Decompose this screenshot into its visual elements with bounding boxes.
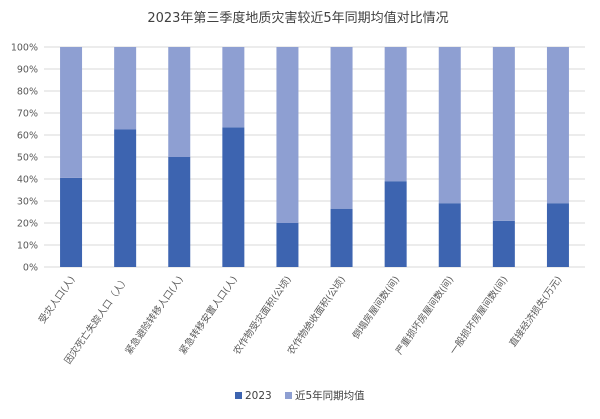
bar-series-2023	[492, 220, 515, 267]
bar-series-5yr-avg	[492, 47, 515, 221]
bar-series-5yr-avg	[114, 47, 137, 130]
bar-series-5yr-avg	[384, 47, 407, 182]
x-axis-category-labels: 受灾人口(人)因灾死亡失踪人口（人）紧急避险转移人口(人)紧急转移安置人口(人)…	[36, 274, 564, 366]
bar-series-2023	[330, 208, 353, 267]
bar-series-2023	[438, 203, 461, 267]
bar-series-5yr-avg	[438, 47, 461, 204]
y-tick-label: 40%	[17, 175, 38, 186]
x-category-label: 紧急避险转移人口(人)	[123, 274, 186, 357]
bar-series-2023	[168, 157, 191, 267]
y-tick-label: 50%	[17, 153, 38, 164]
bar-series-2023	[276, 223, 299, 267]
legend-swatch	[235, 392, 242, 399]
bar-series-5yr-avg	[168, 47, 191, 157]
y-tick-label: 30%	[17, 197, 38, 208]
legend-label: 近5年同期均值	[295, 389, 365, 402]
bar-series-5yr-avg	[222, 47, 245, 128]
bar-series-2023	[222, 127, 245, 267]
x-category-label: 倒塌房屋间数(间)	[350, 274, 402, 341]
bar-series-2023	[114, 129, 137, 267]
x-category-label: 受灾人口(人)	[36, 274, 77, 326]
chart-title: 2023年第三季度地质灾害较近5年同期均值对比情况	[147, 10, 448, 26]
x-category-label: 农作物绝收面积(公顷)	[285, 274, 348, 357]
y-tick-label: 10%	[17, 241, 38, 252]
legend-label: 2023	[245, 390, 272, 402]
y-tick-label: 70%	[17, 109, 38, 120]
bar-series-2023	[546, 203, 569, 267]
bars	[60, 47, 569, 267]
y-tick-label: 90%	[17, 65, 38, 76]
y-axis-tick-labels: 0% 10% 20% 30% 40% 50% 60% 70% 80% 90% 100%	[11, 43, 38, 274]
bar-series-2023	[384, 181, 407, 267]
legend-swatch	[285, 392, 292, 399]
y-tick-label: 80%	[17, 87, 38, 98]
x-category-label: 农作物受灾面积(公顷)	[231, 274, 294, 357]
bar-series-2023	[60, 177, 83, 267]
y-tick-label: 60%	[17, 131, 38, 142]
x-category-label: 紧急转移安置人口(人)	[177, 274, 240, 357]
y-tick-label: 20%	[17, 219, 38, 230]
x-category-label: 一般损坏房屋间数(间)	[447, 274, 510, 357]
x-category-label: 严重损坏房屋间数(间)	[393, 274, 456, 357]
bar-series-5yr-avg	[546, 47, 569, 204]
x-category-label: 直接经济损失(万元)	[507, 274, 565, 349]
y-tick-label: 100%	[11, 43, 38, 54]
bar-series-5yr-avg	[330, 47, 353, 209]
legend: 2023 近5年同期均值	[235, 389, 365, 402]
bar-series-5yr-avg	[276, 47, 299, 223]
y-tick-label: 0%	[23, 263, 38, 274]
bar-series-5yr-avg	[60, 47, 83, 178]
